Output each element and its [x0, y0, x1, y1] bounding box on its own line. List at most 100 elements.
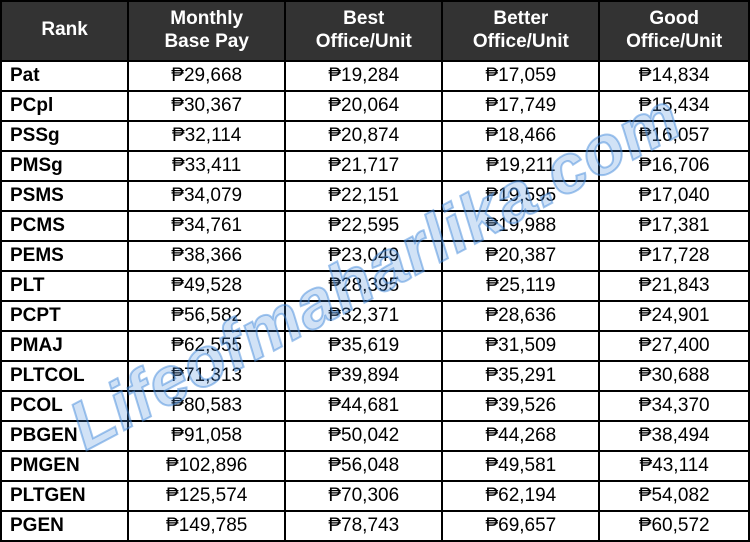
table-body: Pat₱29,668₱19,284₱17,059₱14,834PCpl₱30,3…: [1, 61, 749, 541]
good-cell: ₱16,057: [599, 121, 749, 151]
best-cell: ₱56,048: [285, 451, 442, 481]
better-cell: ₱18,466: [442, 121, 599, 151]
rank-cell: PMAJ: [1, 331, 128, 361]
rank-cell: PEMS: [1, 241, 128, 271]
best-cell: ₱20,064: [285, 91, 442, 121]
col-header-line1: Best: [343, 8, 384, 29]
monthly-cell: ₱102,896: [128, 451, 285, 481]
monthly-cell: ₱62,555: [128, 331, 285, 361]
good-cell: ₱17,040: [599, 181, 749, 211]
better-cell: ₱69,657: [442, 511, 599, 541]
monthly-cell: ₱91,058: [128, 421, 285, 451]
better-cell: ₱17,749: [442, 91, 599, 121]
good-cell: ₱17,381: [599, 211, 749, 241]
better-cell: ₱44,268: [442, 421, 599, 451]
col-header-text: Rank: [41, 19, 87, 40]
monthly-cell: ₱38,366: [128, 241, 285, 271]
better-cell: ₱25,119: [442, 271, 599, 301]
best-cell: ₱20,874: [285, 121, 442, 151]
col-header-better: Better Office/Unit: [442, 1, 599, 61]
rank-cell: PCMS: [1, 211, 128, 241]
table-row: PMGEN₱102,896₱56,048₱49,581₱43,114: [1, 451, 749, 481]
table-row: PMAJ₱62,555₱35,619₱31,509₱27,400: [1, 331, 749, 361]
col-header-best: Best Office/Unit: [285, 1, 442, 61]
best-cell: ₱23,049: [285, 241, 442, 271]
col-header-line2: Office/Unit: [473, 31, 569, 52]
best-cell: ₱21,717: [285, 151, 442, 181]
rank-cell: PSSg: [1, 121, 128, 151]
table-row: PCOL₱80,583₱44,681₱39,526₱34,370: [1, 391, 749, 421]
better-cell: ₱19,211: [442, 151, 599, 181]
good-cell: ₱34,370: [599, 391, 749, 421]
better-cell: ₱39,526: [442, 391, 599, 421]
best-cell: ₱19,284: [285, 61, 442, 91]
good-cell: ₱43,114: [599, 451, 749, 481]
good-cell: ₱15,434: [599, 91, 749, 121]
col-header-line2: Office/Unit: [316, 31, 412, 52]
best-cell: ₱39,894: [285, 361, 442, 391]
monthly-cell: ₱30,367: [128, 91, 285, 121]
monthly-cell: ₱34,761: [128, 211, 285, 241]
table-row: PCPT₱56,582₱32,371₱28,636₱24,901: [1, 301, 749, 331]
table-row: PEMS₱38,366₱23,049₱20,387₱17,728: [1, 241, 749, 271]
col-header-line2: Base Pay: [164, 31, 249, 52]
rank-cell: PCOL: [1, 391, 128, 421]
monthly-cell: ₱80,583: [128, 391, 285, 421]
best-cell: ₱78,743: [285, 511, 442, 541]
better-cell: ₱19,988: [442, 211, 599, 241]
better-cell: ₱62,194: [442, 481, 599, 511]
good-cell: ₱14,834: [599, 61, 749, 91]
table-row: Pat₱29,668₱19,284₱17,059₱14,834: [1, 61, 749, 91]
best-cell: ₱22,151: [285, 181, 442, 211]
table-row: PLTGEN₱125,574₱70,306₱62,194₱54,082: [1, 481, 749, 511]
best-cell: ₱22,595: [285, 211, 442, 241]
rank-cell: PMSg: [1, 151, 128, 181]
monthly-cell: ₱33,411: [128, 151, 285, 181]
best-cell: ₱28,395: [285, 271, 442, 301]
col-header-rank: Rank: [1, 1, 128, 61]
rank-cell: PBGEN: [1, 421, 128, 451]
good-cell: ₱27,400: [599, 331, 749, 361]
best-cell: ₱70,306: [285, 481, 442, 511]
better-cell: ₱49,581: [442, 451, 599, 481]
monthly-cell: ₱125,574: [128, 481, 285, 511]
col-header-monthly: Monthly Base Pay: [128, 1, 285, 61]
good-cell: ₱30,688: [599, 361, 749, 391]
monthly-cell: ₱49,528: [128, 271, 285, 301]
pay-table-container: Rank Monthly Base Pay Best Office/Unit B…: [0, 0, 750, 542]
better-cell: ₱19,595: [442, 181, 599, 211]
rank-cell: PSMS: [1, 181, 128, 211]
col-header-good: Good Office/Unit: [599, 1, 749, 61]
table-header: Rank Monthly Base Pay Best Office/Unit B…: [1, 1, 749, 61]
table-row: PCpl₱30,367₱20,064₱17,749₱15,434: [1, 91, 749, 121]
better-cell: ₱31,509: [442, 331, 599, 361]
best-cell: ₱44,681: [285, 391, 442, 421]
table-row: PCMS₱34,761₱22,595₱19,988₱17,381: [1, 211, 749, 241]
better-cell: ₱20,387: [442, 241, 599, 271]
monthly-cell: ₱29,668: [128, 61, 285, 91]
good-cell: ₱21,843: [599, 271, 749, 301]
good-cell: ₱38,494: [599, 421, 749, 451]
monthly-cell: ₱149,785: [128, 511, 285, 541]
pay-table: Rank Monthly Base Pay Best Office/Unit B…: [0, 0, 750, 542]
table-row: PSMS₱34,079₱22,151₱19,595₱17,040: [1, 181, 749, 211]
monthly-cell: ₱71,313: [128, 361, 285, 391]
rank-cell: PMGEN: [1, 451, 128, 481]
good-cell: ₱24,901: [599, 301, 749, 331]
monthly-cell: ₱32,114: [128, 121, 285, 151]
best-cell: ₱32,371: [285, 301, 442, 331]
monthly-cell: ₱34,079: [128, 181, 285, 211]
good-cell: ₱60,572: [599, 511, 749, 541]
table-row: PMSg₱33,411₱21,717₱19,211₱16,706: [1, 151, 749, 181]
rank-cell: PLTCOL: [1, 361, 128, 391]
rank-cell: PLTGEN: [1, 481, 128, 511]
better-cell: ₱28,636: [442, 301, 599, 331]
col-header-line1: Better: [493, 8, 548, 29]
monthly-cell: ₱56,582: [128, 301, 285, 331]
rank-cell: Pat: [1, 61, 128, 91]
rank-cell: PGEN: [1, 511, 128, 541]
good-cell: ₱54,082: [599, 481, 749, 511]
table-row: PSSg₱32,114₱20,874₱18,466₱16,057: [1, 121, 749, 151]
col-header-line1: Monthly: [170, 8, 243, 29]
col-header-line2: Office/Unit: [626, 31, 722, 52]
